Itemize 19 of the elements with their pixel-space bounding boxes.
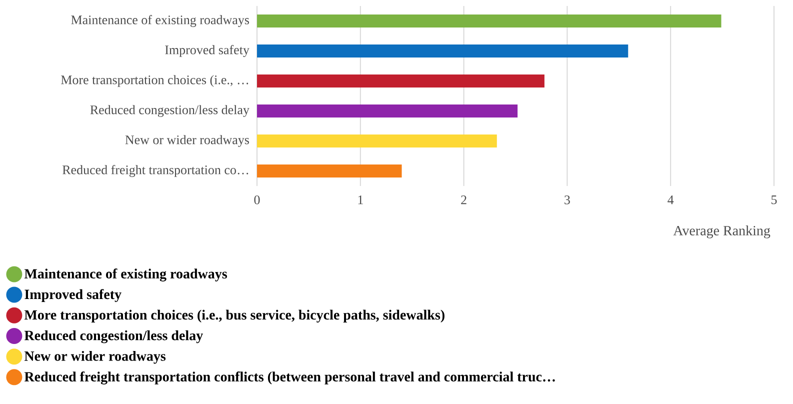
y-tick-label: Maintenance of existing roadways [71,15,250,27]
y-tick-label: New or wider roadways [125,135,249,147]
x-tick-label: 0 [254,196,260,204]
legend-label: New or wider roadways [24,350,166,364]
legend-label: Maintenance of existing roadways [24,268,227,282]
legend-label: Improved safety [24,289,122,302]
x-tick-label: 2 [461,196,466,204]
x-tick-label: 5 [771,196,777,204]
x-axis-title: Average Ranking [673,226,770,238]
x-tick-label: 4 [668,196,674,204]
y-tick-label: Reduced congestion/less delay [90,105,250,117]
legend-label: More transportation choices (i.e., bus service, bicycle paths, sidewalks) [24,310,444,323]
y-tick-label: Reduced freight transportation co… [62,165,248,177]
x-tick-label: 1 [358,196,363,204]
legend-label: Reduced freight transportation conflicts (between personal travel and commercial truc… [24,372,555,384]
x-tick-label: 3 [564,196,570,204]
y-tick-label: More transportation choices (i.e., … [61,75,248,87]
legend-label: Reduced congestion/less delay [24,330,203,344]
y-tick-label: Improved safety [165,45,250,57]
